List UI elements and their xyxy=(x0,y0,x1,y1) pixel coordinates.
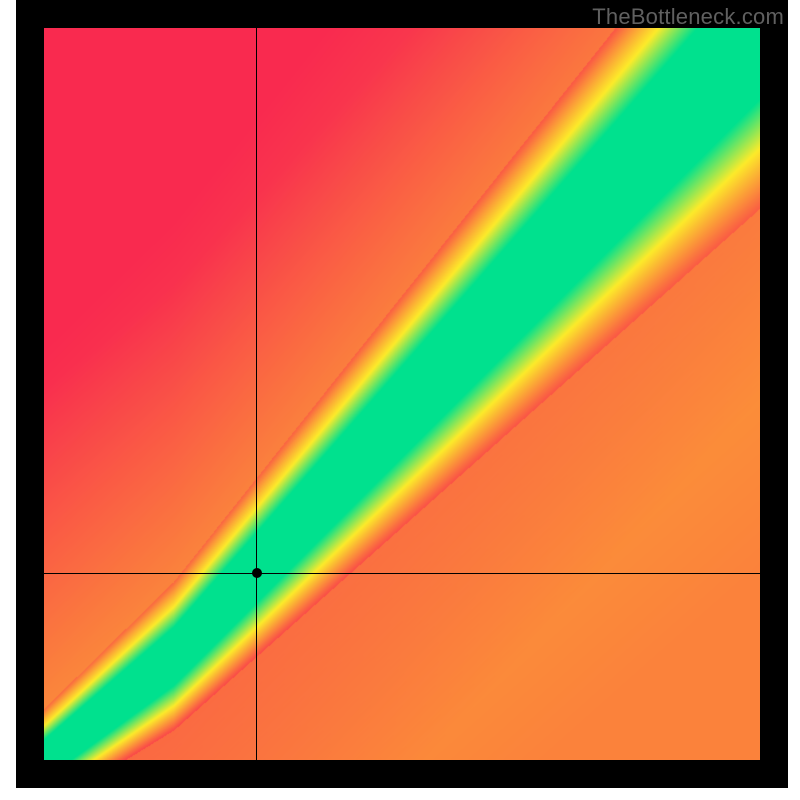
plot-border-left xyxy=(16,0,44,788)
crosshair-vertical xyxy=(256,28,257,760)
chart-container: { "watermark_text": "TheBottleneck.com",… xyxy=(0,0,800,800)
plot-border-right xyxy=(760,0,788,788)
crosshair-horizontal xyxy=(44,573,760,574)
crosshair-marker xyxy=(252,568,262,578)
plot-border-bottom xyxy=(16,760,788,788)
heatmap-canvas xyxy=(44,28,760,760)
watermark-text: TheBottleneck.com xyxy=(592,4,784,30)
